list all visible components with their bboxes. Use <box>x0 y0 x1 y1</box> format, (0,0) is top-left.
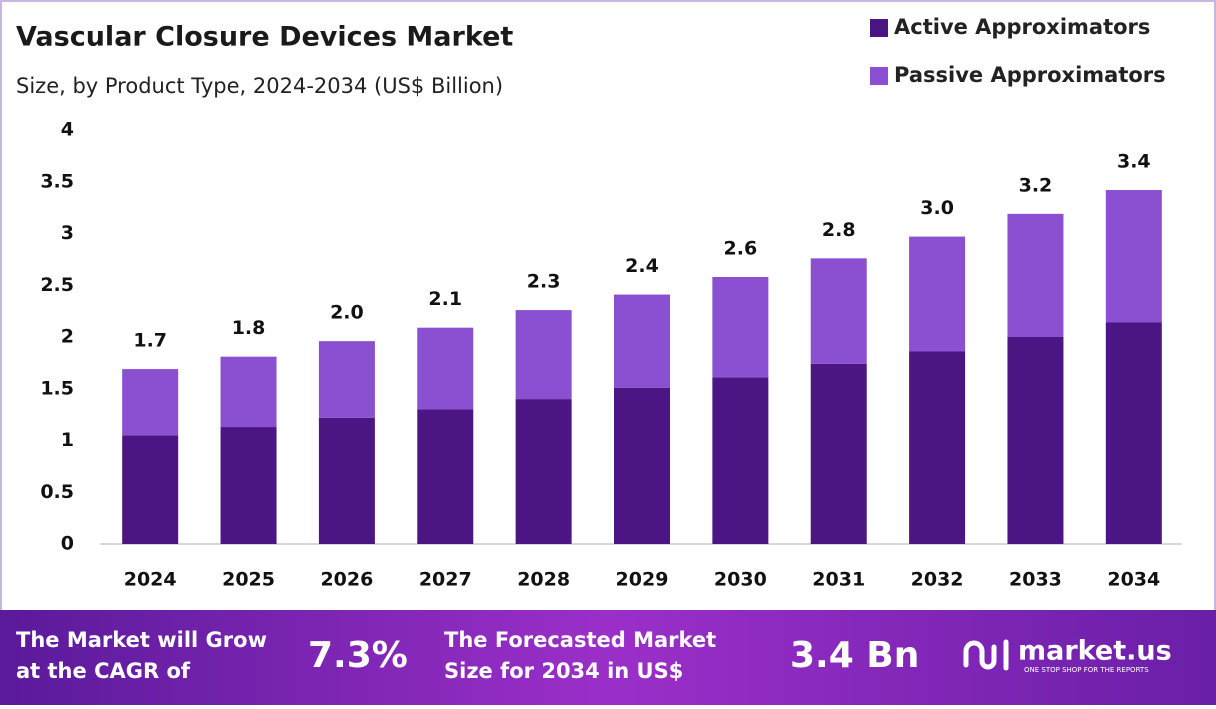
total-label: 1.7 <box>133 330 167 352</box>
bar-segment <box>122 369 179 436</box>
bar-segment <box>417 409 474 544</box>
y-tick-label: 1 <box>61 429 74 451</box>
brand-logo <box>963 639 1009 671</box>
bar-segment <box>1007 213 1064 337</box>
total-label: 2.8 <box>822 219 856 241</box>
bar-segment <box>909 236 966 352</box>
bar-segment <box>1007 337 1064 544</box>
brand-name: market.us <box>1018 636 1172 667</box>
bar-segment <box>909 351 966 544</box>
bar-segment <box>515 310 572 400</box>
y-tick-label: 3 <box>61 222 74 244</box>
legend-swatch <box>870 67 888 85</box>
x-tick-label: 2024 <box>124 569 177 591</box>
total-label: 3.0 <box>920 197 954 219</box>
legend-swatch <box>870 19 888 37</box>
x-tick-label: 2030 <box>714 569 767 591</box>
total-label: 2.6 <box>724 237 758 259</box>
bar-segment <box>614 294 670 388</box>
y-tick-label: 4 <box>61 119 74 141</box>
bar-segment <box>515 399 572 544</box>
legend-label: Active Approximators <box>894 15 1150 39</box>
chart-subtitle: Size, by Product Type, 2024-2034 (US$ Bi… <box>16 74 503 98</box>
y-tick-label: 1.5 <box>40 377 74 399</box>
chart-title: Vascular Closure Devices Market <box>16 22 513 53</box>
bar-segment <box>1105 322 1162 544</box>
x-tick-label: 2034 <box>1107 569 1160 591</box>
bar-segment <box>318 417 375 544</box>
cagr-text: The Market will Grow <box>16 628 267 652</box>
total-label: 2.0 <box>330 302 364 324</box>
total-label: 2.4 <box>625 255 659 277</box>
total-label: 2.3 <box>527 271 561 293</box>
total-label: 3.4 <box>1117 151 1151 173</box>
legend-label: Passive Approximators <box>894 63 1166 87</box>
forecast-text-2: Size for 2034 in US$ <box>444 659 683 683</box>
cagr-text-2: at the CAGR of <box>16 659 191 683</box>
bar-segment <box>220 427 277 544</box>
x-tick-label: 2033 <box>1009 569 1062 591</box>
total-label: 2.1 <box>428 288 462 310</box>
bar-segment <box>614 387 670 544</box>
forecast-value: 3.4 Bn <box>790 635 919 676</box>
y-tick-label: 0.5 <box>40 481 74 503</box>
x-tick-label: 2029 <box>616 569 669 591</box>
bar-segment <box>810 363 867 544</box>
cagr-value: 7.3% <box>308 635 408 676</box>
x-tick-label: 2027 <box>419 569 472 591</box>
total-label: 3.2 <box>1019 174 1053 196</box>
y-tick-label: 3.5 <box>40 170 74 192</box>
total-label: 1.8 <box>232 317 266 339</box>
bar-segment <box>220 356 277 428</box>
bar-segment <box>712 377 769 544</box>
x-tick-label: 2032 <box>911 569 964 591</box>
bar-segment <box>122 435 179 544</box>
bar-segment <box>810 258 867 364</box>
x-tick-label: 2025 <box>222 569 275 591</box>
bar-segment <box>417 327 474 410</box>
footer-band <box>0 610 1216 705</box>
x-tick-label: 2028 <box>517 569 570 591</box>
x-tick-label: 2031 <box>812 569 865 591</box>
y-tick-label: 2 <box>61 326 74 348</box>
x-tick-label: 2026 <box>320 569 373 591</box>
brand-tagline: ONE STOP SHOP FOR THE REPORTS <box>1024 666 1149 674</box>
bar-segment <box>712 276 769 378</box>
forecast-text: The Forecasted Market <box>444 628 716 652</box>
y-tick-label: 0 <box>61 533 74 555</box>
y-tick-label: 2.5 <box>40 274 74 296</box>
bar-segment <box>1105 190 1162 323</box>
bar-segment <box>318 341 375 418</box>
